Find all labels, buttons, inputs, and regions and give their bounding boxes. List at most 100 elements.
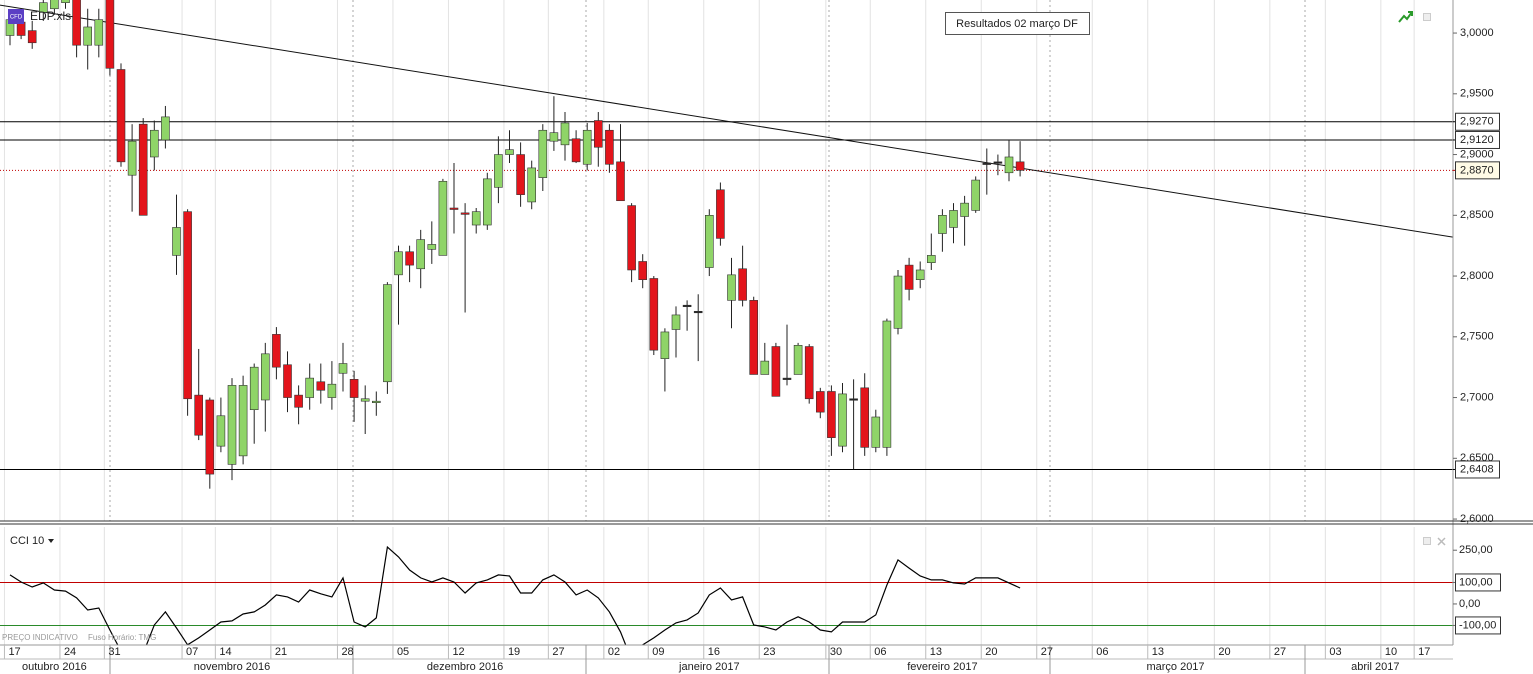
candle-body xyxy=(871,416,881,448)
month-label: fevereiro 2017 xyxy=(907,661,977,673)
candle-body xyxy=(283,364,292,398)
x-tick-label: 19 xyxy=(508,646,520,658)
candle-body xyxy=(538,129,548,178)
candle-body xyxy=(249,366,259,411)
y-tick-label: 2,8000 xyxy=(1460,270,1494,282)
level-label-box xyxy=(1455,130,1500,149)
candle-body xyxy=(94,19,104,46)
candle-body xyxy=(183,211,192,400)
candle-body xyxy=(793,345,803,375)
month-label: março 2017 xyxy=(1146,661,1204,673)
month-label: dezembro 2016 xyxy=(427,661,503,673)
candle-body xyxy=(949,210,958,228)
candle-body xyxy=(915,269,925,280)
candle-body xyxy=(638,261,648,280)
candle-body xyxy=(960,202,969,217)
x-tick-label: 10 xyxy=(1385,646,1397,658)
x-tick-label: 17 xyxy=(8,646,20,658)
candle-body xyxy=(571,138,581,163)
candle-body xyxy=(61,0,70,3)
candle-body xyxy=(693,310,703,314)
x-tick-label: 06 xyxy=(874,646,886,658)
candle-body xyxy=(704,215,714,268)
candle-body xyxy=(205,399,215,475)
candle-body xyxy=(172,227,181,256)
candle-body xyxy=(316,381,326,391)
candle-body xyxy=(349,379,359,398)
cci-plot xyxy=(0,545,1453,645)
axes: 17 24 31 07 14 21 28 05 12 19 27 02 09 16 23 30 06 13 20 27… xyxy=(3,27,1501,673)
candle-body xyxy=(671,314,681,330)
candle-body xyxy=(627,205,636,271)
candle-body xyxy=(305,377,315,398)
symbol-icon-label: CFD xyxy=(10,15,23,21)
x-tick-label: 30 xyxy=(830,646,842,658)
main-plot xyxy=(0,0,1453,489)
candle-body xyxy=(827,391,836,438)
y-tick-label: 2,9500 xyxy=(1460,88,1494,100)
candle-body xyxy=(1015,161,1025,171)
indicator-title[interactable]: CCI 10 xyxy=(10,535,44,547)
candle-body xyxy=(549,132,559,142)
candle-body xyxy=(782,377,792,380)
x-tick-label: 24 xyxy=(64,646,76,658)
x-tick-label: 27 xyxy=(1041,646,1053,658)
dropdown-arrow[interactable] xyxy=(48,539,54,543)
x-tick-label: 27 xyxy=(552,646,564,658)
candle-body xyxy=(527,167,537,203)
x-tick-label: 05 xyxy=(397,646,409,658)
window-icon[interactable] xyxy=(1423,13,1431,21)
x-tick-label: 12 xyxy=(452,646,464,658)
candle-body xyxy=(16,21,26,36)
candle-body xyxy=(471,211,481,226)
footer-note: PREÇO INDICATIVO xyxy=(2,633,78,642)
candle-body xyxy=(216,415,226,447)
candle-body xyxy=(238,385,248,457)
month-separators xyxy=(109,0,1306,521)
candle-body xyxy=(383,284,392,383)
candle-body xyxy=(427,244,437,250)
y-tick-label: -100,00 xyxy=(1459,619,1496,631)
candle-body xyxy=(804,346,814,400)
month-label: abril 2017 xyxy=(1351,661,1399,673)
y-tick-label: 2,7500 xyxy=(1460,331,1494,343)
x-tick-label: 28 xyxy=(341,646,353,658)
symbol-name[interactable]: EDP.xls xyxy=(30,9,71,23)
y-tick-label: 0,00 xyxy=(1459,598,1480,610)
candle-body xyxy=(161,116,170,141)
close-icon[interactable] xyxy=(1437,537,1446,546)
y-tick-label: 2,6000 xyxy=(1460,513,1494,525)
x-tick-label: 23 xyxy=(763,646,775,658)
candle-body xyxy=(1004,156,1014,174)
candle-body xyxy=(716,189,725,239)
candle-body xyxy=(993,161,1003,164)
candle-body xyxy=(605,129,614,165)
candle-body xyxy=(882,320,892,448)
candle-body xyxy=(516,154,525,195)
annotation: Resultados 02 março DF xyxy=(956,18,1078,30)
candle-body xyxy=(494,154,503,188)
candle-body xyxy=(982,162,992,165)
candle-body xyxy=(738,268,747,301)
indicator-line xyxy=(9,545,1021,645)
trendline xyxy=(0,4,1453,238)
candle-body xyxy=(105,0,115,69)
candle-body xyxy=(860,387,870,448)
candle-body xyxy=(38,2,48,13)
level-label: 2,6408 xyxy=(1460,463,1494,475)
candle-body xyxy=(760,360,770,375)
candle-body xyxy=(327,383,337,398)
x-tick-label: 13 xyxy=(1152,646,1164,658)
window-icon[interactable] xyxy=(1423,537,1431,545)
trend-icon[interactable] xyxy=(1398,11,1413,23)
x-tick-label: 13 xyxy=(930,646,942,658)
candle-body xyxy=(749,300,759,375)
x-tick-label: 27 xyxy=(1274,646,1286,658)
level-label-box xyxy=(1455,573,1501,592)
candle-body xyxy=(116,69,126,163)
candle-body xyxy=(616,161,625,202)
candle-body xyxy=(660,331,670,359)
candle-body xyxy=(405,251,414,266)
x-tick-label: 09 xyxy=(652,646,664,658)
